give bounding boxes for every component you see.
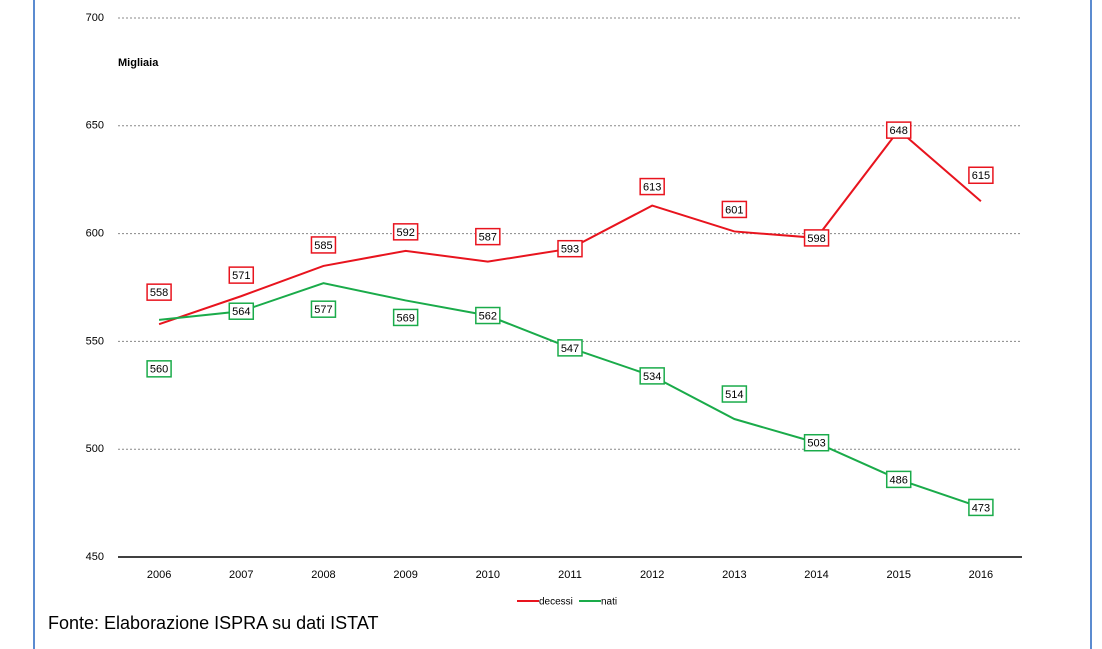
data-label: 648 (890, 125, 908, 137)
data-label-box (639, 367, 665, 385)
series-line (158, 282, 982, 509)
frame (33, 0, 1092, 649)
data-label-box (968, 166, 994, 185)
data-label: 598 (807, 233, 825, 245)
data-label-box (228, 266, 255, 284)
data-label: 613 (643, 181, 661, 193)
legend-label: decessi (539, 597, 573, 608)
data-label-box (475, 306, 501, 325)
data-label-box (392, 223, 419, 241)
data-label-box (228, 302, 255, 320)
data-label-box (968, 498, 994, 517)
data-label-box (721, 385, 748, 403)
y-axis-label: Migliaia (118, 57, 159, 69)
x-tick-label: 2008 (311, 569, 335, 581)
data-label: 615 (972, 170, 990, 182)
data-label: 560 (150, 364, 168, 376)
data-label-box (721, 200, 748, 219)
data-label: 585 (314, 240, 332, 252)
data-label: 569 (396, 312, 414, 324)
data-label-box (885, 121, 912, 139)
data-label-box (146, 360, 172, 378)
x-tick-label: 2007 (229, 569, 253, 581)
data-label: 562 (479, 310, 497, 322)
x-tick-label: 2006 (147, 569, 171, 581)
data-label: 571 (232, 270, 250, 282)
x-tick-label: 2010 (476, 569, 500, 581)
x-tick-label: 2009 (393, 569, 417, 581)
data-label-box (392, 308, 419, 327)
data-label-box (639, 177, 665, 196)
y-tick-label: 500 (86, 443, 104, 455)
x-tick-label: 2014 (804, 569, 828, 581)
x-tick-label: 2011 (558, 569, 582, 581)
data-label-box (557, 239, 583, 258)
data-label: 601 (725, 204, 743, 216)
data-label: 473 (972, 502, 990, 514)
data-label: 547 (561, 343, 579, 355)
source-note: Fonte: Elaborazione ISPRA su dati ISTAT (48, 613, 379, 633)
data-label-box (146, 283, 172, 301)
data-label: 514 (725, 389, 743, 401)
data-label-box (310, 300, 337, 318)
data-label: 564 (232, 306, 250, 318)
data-label-box (557, 339, 583, 357)
data-label-box (885, 470, 912, 489)
data-label: 486 (890, 474, 908, 486)
data-label: 577 (314, 304, 332, 316)
data-label: 503 (807, 438, 825, 450)
x-tick-label: 2016 (969, 569, 993, 581)
legend-label: nati (601, 597, 617, 608)
data-label: 558 (150, 287, 168, 299)
data-label-box (310, 236, 337, 254)
y-tick-label: 550 (86, 335, 104, 347)
y-tick-label: 650 (86, 120, 104, 132)
data-label-box (803, 229, 830, 247)
data-label: 587 (479, 232, 497, 244)
x-tick-label: 2013 (722, 569, 746, 581)
data-label-box (475, 227, 501, 246)
data-label: 593 (561, 244, 579, 256)
y-tick-label: 450 (86, 551, 104, 563)
y-tick-label: 600 (86, 228, 104, 240)
data-label-box (803, 433, 830, 452)
x-tick-label: 2012 (640, 569, 664, 581)
y-tick-label: 700 (86, 12, 104, 24)
series-line (158, 128, 982, 326)
x-tick-label: 2015 (886, 569, 910, 581)
data-label: 592 (396, 227, 414, 239)
data-label: 534 (643, 371, 661, 383)
